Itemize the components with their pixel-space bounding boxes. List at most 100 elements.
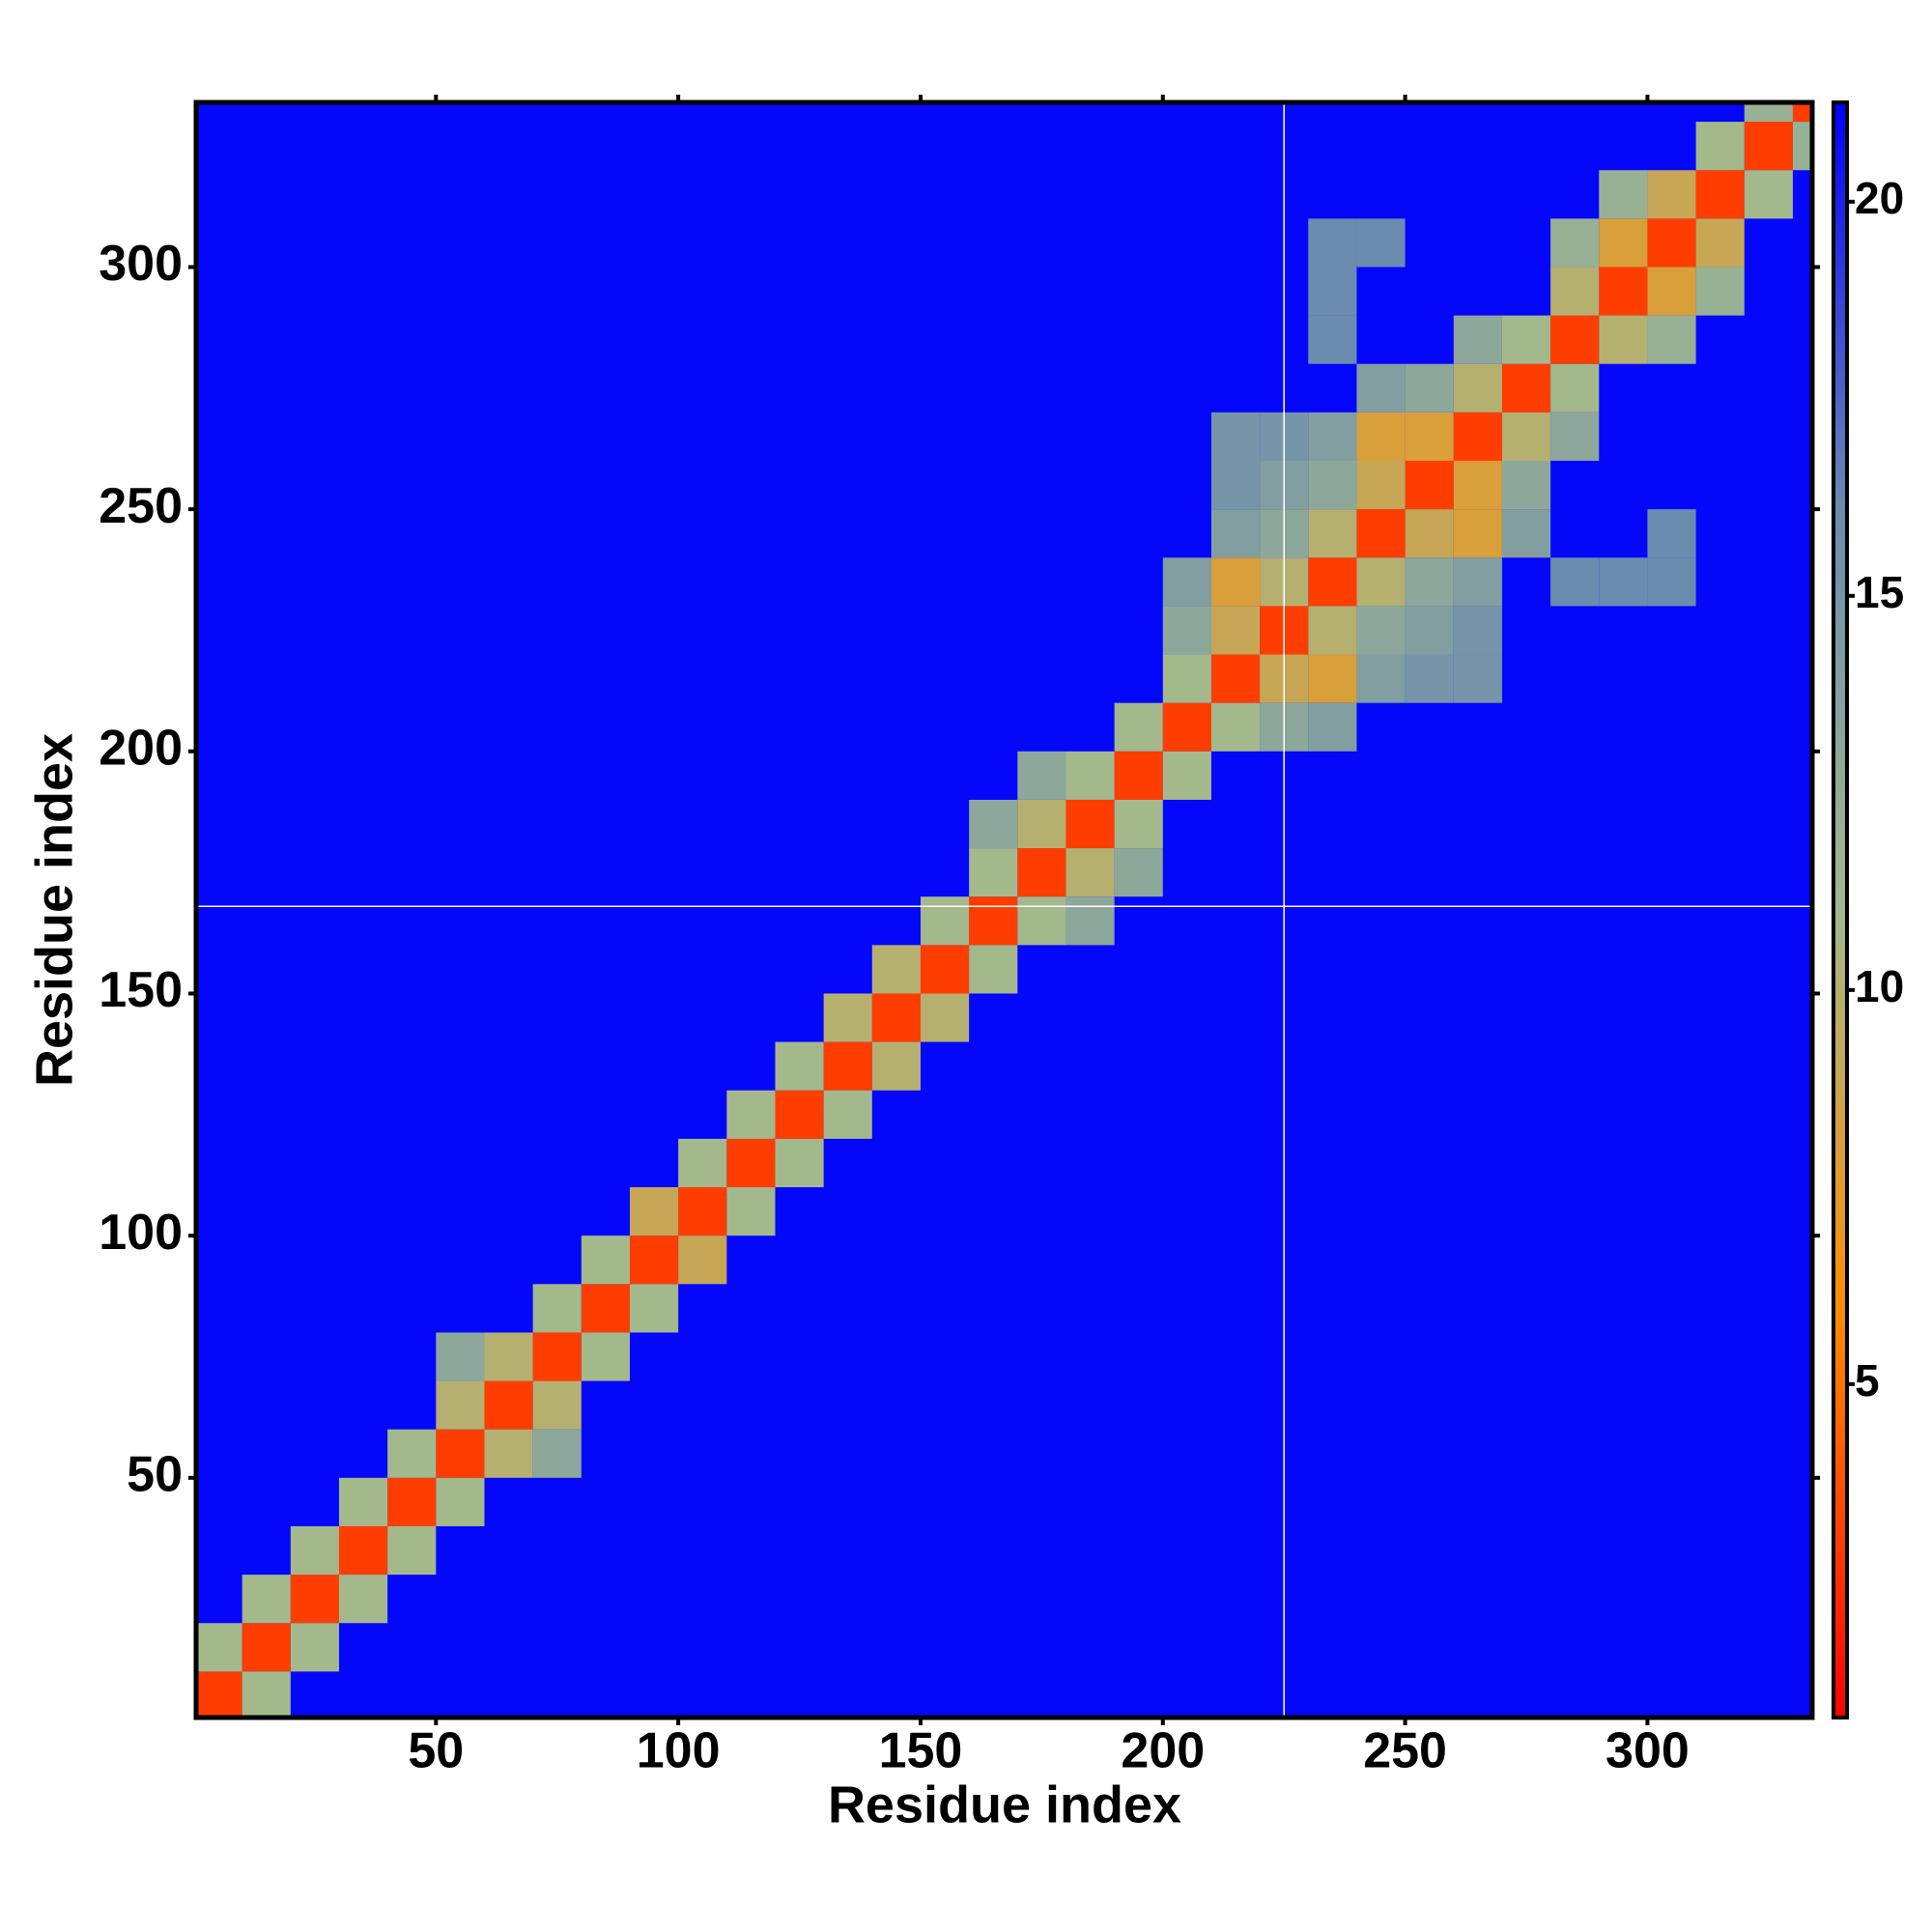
heatmap-cell [484,1332,533,1381]
heatmap-cell [1647,267,1696,316]
heatmap-cell [581,1332,630,1381]
heatmap-cell [1453,654,1502,703]
heatmap-cell [1308,702,1357,752]
heatmap-cell [1501,460,1551,510]
heatmap-cell [1453,315,1502,364]
heatmap-cell [1210,654,1261,703]
heatmap-cell [1647,170,1696,219]
heatmap-cell [1017,799,1066,849]
heatmap-cell [1356,654,1406,703]
heatmap-cell [581,1284,630,1333]
heatmap-cell [1405,509,1454,558]
heatmap-cell [1308,557,1357,607]
heatmap-cell [969,896,1018,946]
heatmap-cell [1114,799,1163,849]
heatmap-cell [1114,848,1163,897]
heatmap-cell [1453,557,1502,607]
heatmap-cell [1453,412,1502,461]
heatmap-cell [1792,122,1812,171]
heatmap-cell [871,993,921,1042]
heatmap-cell [1501,412,1551,461]
heatmap-cell [1647,315,1696,364]
colorbar-tick-label: 10 [1855,961,1904,1011]
heatmap-cell [775,1090,824,1139]
heatmap-cell [436,1429,485,1478]
heatmap-cell [1356,460,1406,510]
heatmap-cell [338,1525,388,1576]
x-tick-label: 50 [408,1723,464,1779]
heatmap-cell [242,1623,291,1672]
heatmap-cell [338,1477,388,1526]
heatmap-cell [387,1429,437,1478]
y-tick-label: 100 [99,1205,183,1261]
heatmap-cell [1210,460,1261,510]
heatmap-cell [1308,267,1357,316]
heatmap-cell [242,1671,291,1718]
heatmap-cell [1308,509,1357,558]
heatmap-cell [726,1138,776,1188]
heatmap-cell [1210,509,1261,558]
heatmap [196,102,1812,1718]
heatmap-cell [196,1623,242,1672]
heatmap-cell [1356,606,1406,655]
heatmap-cell [1405,654,1454,703]
heatmap-cell [387,1525,437,1576]
heatmap-cell [1405,557,1454,607]
heatmap-cell [1114,702,1163,752]
heatmap-cell [1599,170,1648,219]
heatmap-cell [1550,557,1600,607]
heatmap-cell [1210,557,1261,607]
heatmap-cell [1550,412,1600,461]
heatmap-cell [1308,606,1357,655]
heatmap-cell [920,993,970,1042]
heatmap-cell [1065,751,1115,800]
heatmap-cell [242,1575,291,1624]
heatmap-cell [1356,412,1406,461]
heatmap-cell [1647,218,1696,268]
heatmap-cell [678,1138,727,1188]
heatmap-cell [1356,218,1406,268]
heatmap-cell [1162,654,1211,703]
heatmap-cell [1065,799,1115,849]
heatmap-cell [1647,509,1696,558]
heatmap-cell [1356,363,1406,412]
heatmap-cell [1162,751,1211,800]
heatmap-cell [1744,170,1793,219]
heatmap-cell [1210,702,1261,752]
heatmap-cell [969,848,1018,897]
x-tick-label: 300 [1605,1723,1690,1779]
heatmap-cell [1405,412,1454,461]
heatmap-cell [1017,848,1066,897]
plot-frame [193,99,1815,1720]
heatmap-cell [1599,557,1648,607]
heatmap-cell [1599,267,1648,316]
heatmap-cell [1599,315,1648,364]
heatmap-cell [1162,702,1211,752]
heatmap-cell [436,1332,485,1381]
heatmap-cell [726,1090,776,1139]
heatmap-cell [1308,218,1357,268]
heatmap-cell [775,1138,824,1188]
heatmap-cell [1405,606,1454,655]
heatmap-cell [1453,509,1502,558]
x-tick-label: 250 [1363,1723,1447,1779]
heatmap-cell [1017,751,1066,800]
heatmap-cell [1695,267,1745,316]
heatmap-cell [969,945,1018,994]
heatmap-cell [338,1575,388,1624]
heatmap-cell [1308,315,1357,364]
heatmap-cell [484,1380,533,1430]
heatmap-cell [290,1575,339,1624]
heatmap-cell [436,1477,485,1526]
heatmap-cell [532,1429,582,1478]
heatmap-cell [1501,363,1551,412]
heatmap-cell [484,1429,533,1478]
heatmap-cell [1308,460,1357,510]
y-tick-label: 250 [99,478,183,534]
heatmap-cell [1501,509,1551,558]
heatmap-cell [1065,896,1115,946]
heatmap-cell [290,1623,339,1672]
heatmap-cell [969,799,1018,849]
heatmap-cell [1453,363,1502,412]
heatmap-cell [581,1236,630,1285]
